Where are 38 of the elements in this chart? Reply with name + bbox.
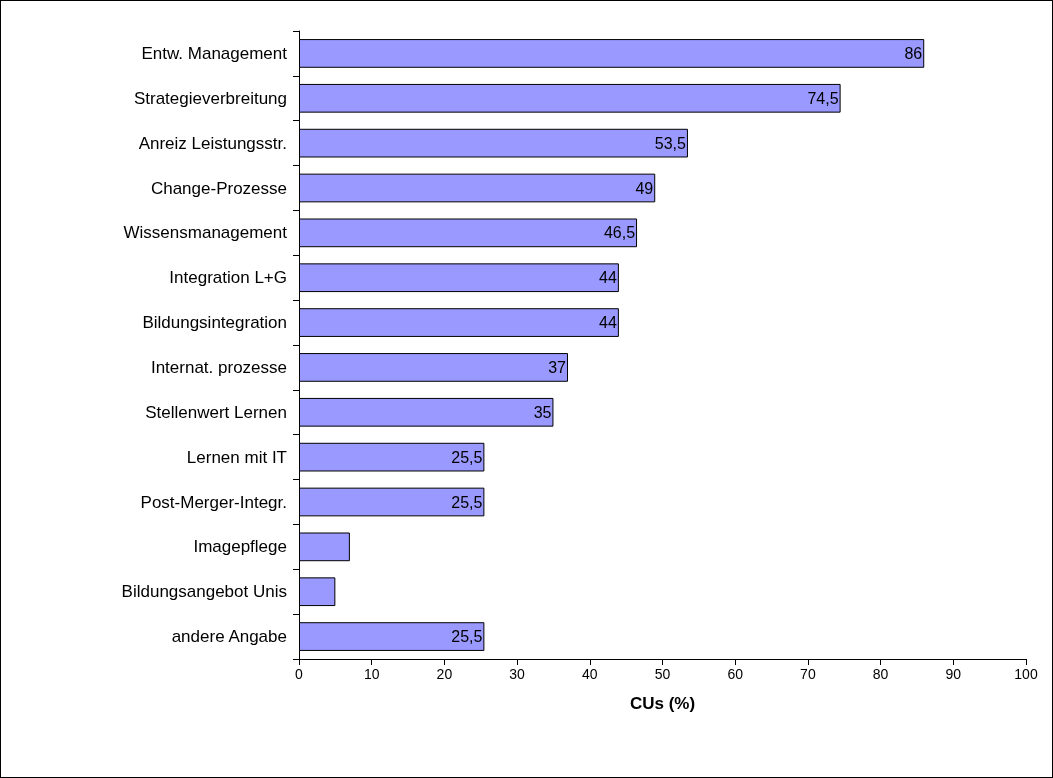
x-tick-label: 20 — [436, 666, 453, 682]
data-label: 25,5 — [451, 628, 483, 646]
x-tick-label: 90 — [945, 666, 962, 682]
x-tick-label: 70 — [800, 666, 816, 682]
x-tick-label: 80 — [872, 666, 889, 682]
data-label: 35 — [533, 403, 552, 421]
x-tick-label: 10 — [363, 666, 380, 682]
y-tick-label: Wissensmanagement — [123, 223, 288, 243]
y-tick-label: Stellenwert Lernen — [145, 402, 287, 422]
y-tick-label: Post-Merger-Integr. — [140, 492, 287, 512]
data-label: 86 — [904, 44, 923, 62]
x-tick-label: 30 — [509, 666, 526, 682]
y-tick-label: andere Angabe — [171, 627, 287, 647]
data-label: 53,5 — [654, 134, 687, 152]
x-axis-title: CUs (%) — [629, 694, 696, 713]
y-tick-label: Entw. Management — [141, 43, 288, 63]
y-tick-label: Anreiz Leistungsstr. — [138, 133, 287, 153]
data-label: 46,5 — [603, 224, 636, 242]
y-tick-label: Bildungsintegration — [142, 313, 287, 333]
data-label: 37 — [548, 358, 567, 376]
y-tick-label: Integration L+G — [169, 268, 287, 288]
data-label: 25,5 — [451, 493, 483, 511]
x-tick-label: 0 — [295, 666, 304, 682]
data-label: 49 — [635, 179, 654, 197]
x-tick-label: 60 — [727, 666, 744, 682]
y-tick-label: Lernen mit IT — [186, 447, 287, 467]
y-tick-label: Imagepflege — [193, 537, 287, 557]
y-tick-label: Strategieverbreitung — [133, 88, 287, 108]
x-tick-label: 40 — [582, 666, 598, 682]
y-tick-label: Bildungsangebot Unis — [121, 582, 287, 602]
data-label: 44 — [599, 314, 617, 332]
x-tick-label: 50 — [654, 666, 671, 682]
x-tick-label: 100 — [1014, 666, 1038, 682]
data-label: 44 — [599, 269, 617, 287]
data-label: 74,5 — [807, 89, 839, 107]
y-tick-label: Internat. prozesse — [150, 357, 287, 377]
data-label: 25,5 — [451, 448, 483, 466]
y-tick-label: Change-Prozesse — [150, 178, 287, 198]
